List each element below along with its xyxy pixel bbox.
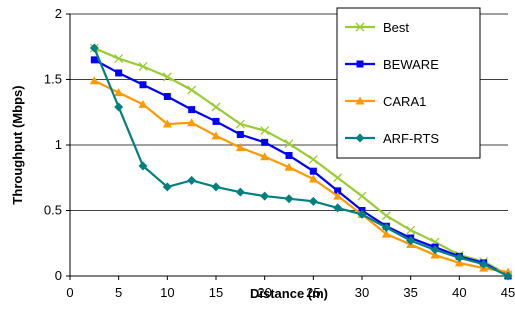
data-point-arf-rts [162, 182, 172, 192]
series-line-arf-rts [93, 47, 509, 277]
legend-item-arf-rts: ARF-RTS [345, 131, 439, 146]
data-point-cara1 [308, 174, 318, 183]
data-point-arf-rts [284, 194, 294, 204]
data-point-arf-rts [503, 271, 513, 281]
series-line-best [93, 47, 509, 276]
data-point-arf-rts [138, 161, 148, 171]
y-axis-title: Throughput (Mbps) [10, 85, 25, 204]
legend-marker [355, 22, 365, 32]
data-point-cara1 [454, 258, 464, 267]
data-point-cara1 [430, 250, 440, 259]
legend-label: BEWARE [383, 57, 439, 72]
data-point-best [381, 211, 391, 221]
data-point-arf-rts [454, 253, 464, 263]
data-point-beware [115, 69, 123, 77]
x-axis-title: Distance (m) [250, 286, 328, 301]
series-line-beware [93, 58, 509, 277]
x-tick-label: 40 [452, 285, 466, 300]
data-point-cara1 [211, 131, 221, 140]
data-point-best [284, 139, 294, 149]
legend-label: ARF-RTS [383, 131, 439, 146]
data-point-arf-rts [381, 223, 391, 233]
data-point-cara1 [187, 118, 197, 127]
data-point-cara1 [284, 162, 294, 171]
x-tick-label: 0 [66, 285, 73, 300]
data-point-best [114, 54, 124, 63]
data-point-arf-rts [479, 259, 489, 269]
data-point-arf-rts [260, 191, 270, 201]
data-point-best [162, 72, 172, 82]
data-point-beware [309, 167, 317, 175]
data-point-beware [90, 56, 98, 64]
data-point-cara1 [381, 229, 391, 238]
legend-item-beware: BEWARE [345, 57, 439, 72]
data-point-cara1 [89, 76, 99, 85]
legend-box [336, 7, 481, 159]
data-point-beware [236, 131, 244, 139]
data-series [89, 43, 513, 281]
data-point-beware [188, 106, 196, 114]
legend-label: Best [383, 20, 409, 35]
legend-marker [356, 60, 364, 68]
x-tick-label: 10 [160, 285, 174, 300]
y-tick-label: 0.5 [44, 203, 62, 218]
data-point-cara1 [114, 88, 124, 97]
x-tick-label: 15 [209, 285, 223, 300]
x-tick-label: 45 [501, 285, 515, 300]
legend-marker [355, 133, 365, 143]
data-point-cara1 [138, 99, 148, 108]
x-tick-label: 20 [257, 285, 271, 300]
data-point-arf-rts [357, 209, 367, 219]
legend-marker [355, 96, 365, 105]
series-line-cara1 [93, 79, 509, 274]
data-point-beware [334, 187, 342, 195]
legend-label: CARA1 [383, 94, 426, 109]
data-point-cara1 [333, 191, 343, 200]
y-tick-label: 2 [55, 6, 62, 21]
series-arf-rts [89, 43, 513, 281]
axes [66, 13, 509, 280]
data-point-best [138, 61, 148, 71]
data-point-beware [261, 138, 269, 146]
data-point-best [357, 191, 367, 201]
data-point-best [406, 225, 416, 235]
x-tick-label: 35 [403, 285, 417, 300]
data-point-arf-rts [187, 175, 197, 185]
data-point-best [308, 154, 318, 164]
series-cara1 [89, 76, 513, 276]
data-point-beware [163, 93, 171, 101]
legend-item-best: Best [345, 20, 409, 35]
data-point-arf-rts [430, 245, 440, 255]
data-point-arf-rts [235, 187, 245, 197]
y-tick-label: 1.5 [44, 72, 62, 87]
data-point-arf-rts [211, 182, 221, 192]
data-point-beware [212, 117, 220, 125]
tick-labels: 00.511.520 5 10 15 20 25 30 35 40 45 [44, 6, 515, 300]
data-point-arf-rts [406, 236, 416, 246]
data-point-cara1 [260, 152, 270, 161]
data-point-arf-rts [114, 102, 124, 112]
series-best [89, 43, 513, 280]
data-point-best [187, 85, 197, 95]
x-tick-label: 30 [355, 285, 369, 300]
data-point-beware [139, 81, 147, 89]
data-point-best [260, 126, 270, 136]
data-point-arf-rts [333, 203, 343, 213]
x-tick-label: 5 [115, 285, 122, 300]
data-point-best [211, 102, 221, 112]
y-tick-label: 0 [55, 268, 62, 283]
legend: Best BEWARE CARA1 ARF-RTS [336, 7, 481, 159]
data-point-cara1 [235, 143, 245, 152]
data-point-beware [285, 151, 293, 159]
data-point-arf-rts [89, 43, 99, 53]
data-point-best [333, 173, 343, 183]
data-point-arf-rts [308, 196, 318, 206]
legend-item-cara1: CARA1 [345, 94, 426, 109]
x-tick-label: 25 [306, 285, 320, 300]
data-point-best [235, 119, 245, 129]
y-tick-label: 1 [55, 137, 62, 152]
data-point-cara1 [162, 119, 172, 128]
